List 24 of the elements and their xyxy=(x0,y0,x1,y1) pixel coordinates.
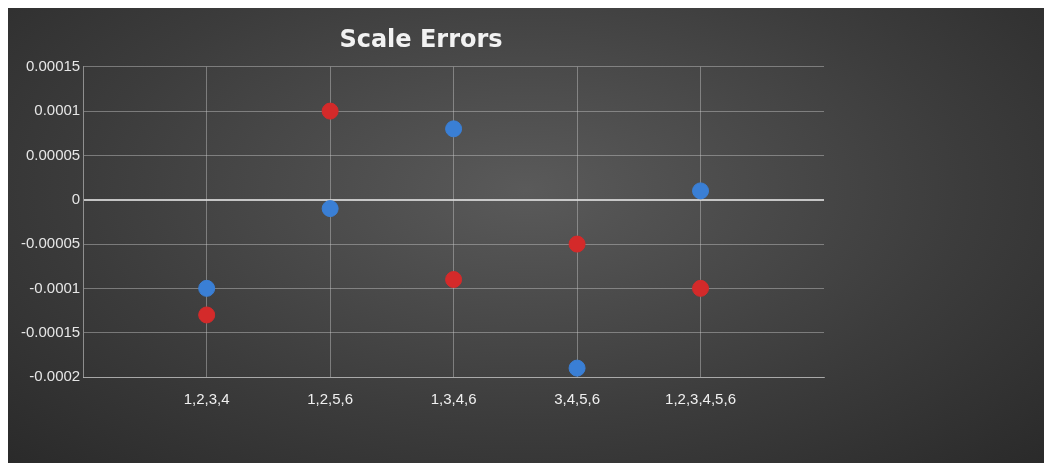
y-tick-label: 0.0001 xyxy=(34,101,81,119)
y-tick-label: -0.0002 xyxy=(29,367,81,385)
x-tick-label: 1,2,3,4,5,6 xyxy=(665,390,736,408)
x-tick-label: 1,3,4,6 xyxy=(430,390,477,408)
chart-title: Scale Errors xyxy=(339,24,503,53)
point xyxy=(321,200,339,218)
y-tick-label: 0.00005 xyxy=(25,145,81,163)
y-tick-label: -0.00005 xyxy=(21,234,81,252)
point xyxy=(692,279,710,297)
point xyxy=(445,271,463,289)
y-tick-label: -0.00015 xyxy=(21,322,81,340)
y-tick-label: -0.0001 xyxy=(29,278,81,296)
point xyxy=(445,120,463,138)
point xyxy=(198,279,216,297)
x-tick-label: 3,4,5,6 xyxy=(554,390,601,408)
y-tick-label: 0 xyxy=(71,189,81,207)
point xyxy=(692,182,710,200)
point xyxy=(568,235,586,253)
x-tick-label: 1,2,3,4 xyxy=(183,390,230,408)
y-tick-label: 0.00015 xyxy=(25,56,81,74)
point xyxy=(568,359,586,377)
x-tick-label: 1,2,5,6 xyxy=(307,390,354,408)
point xyxy=(198,306,216,324)
point xyxy=(321,102,339,120)
